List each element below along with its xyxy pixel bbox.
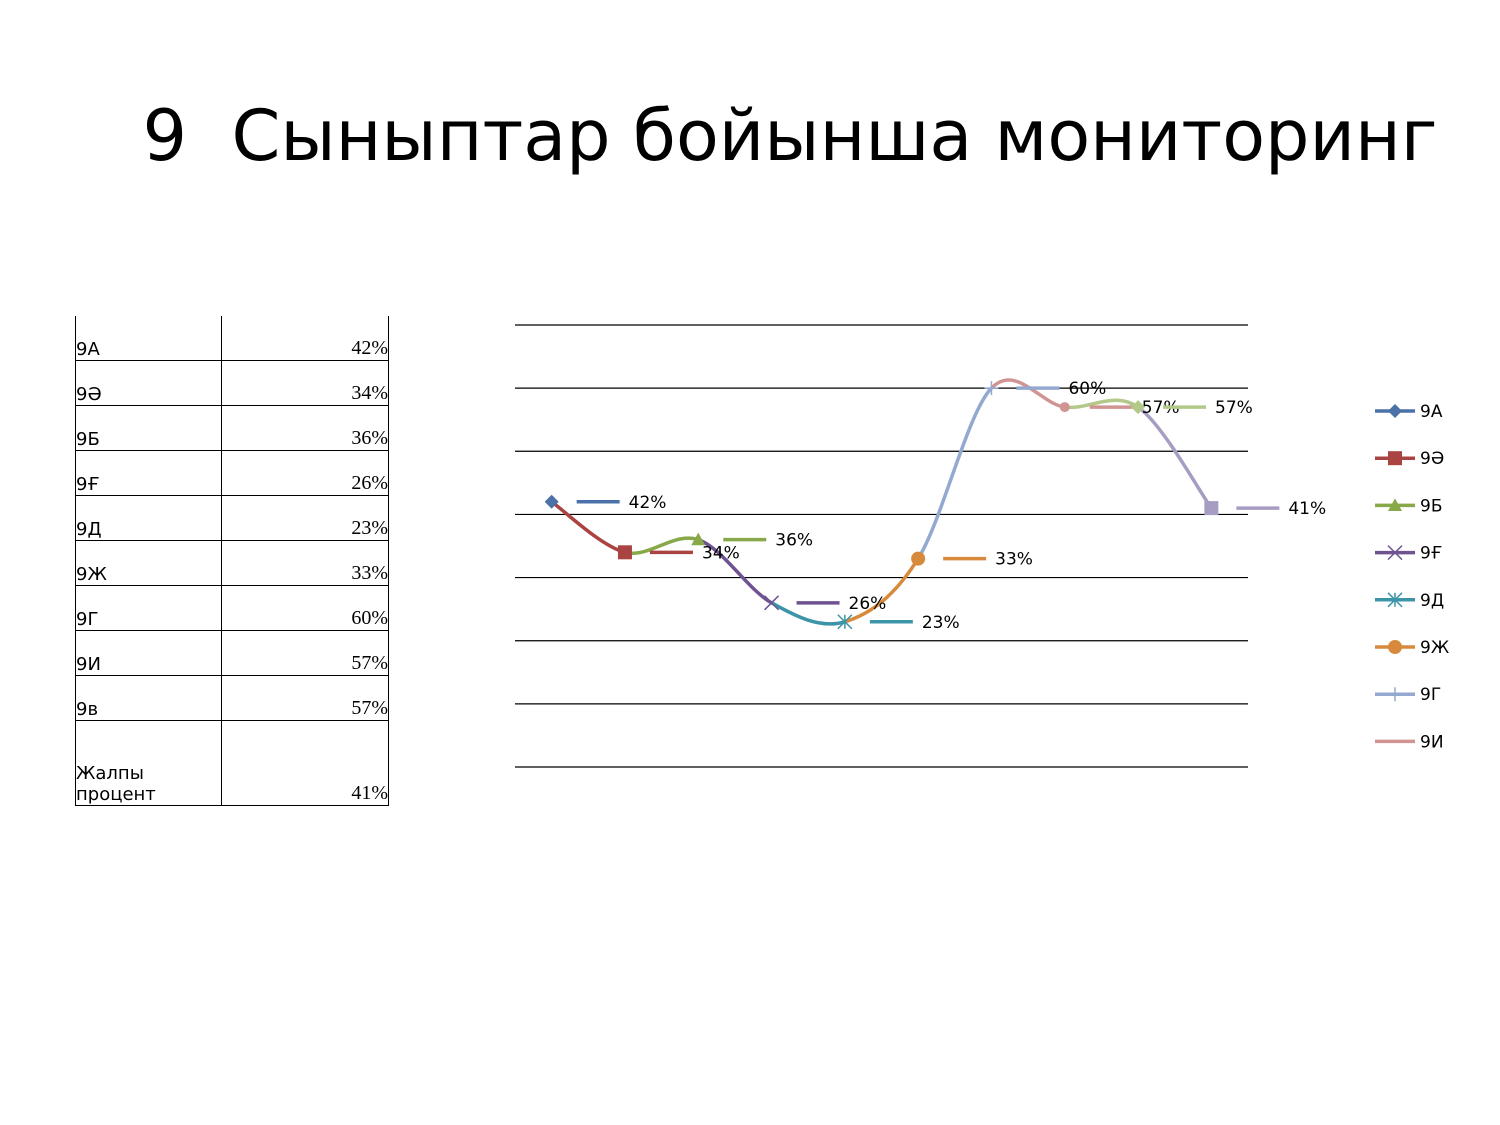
value-cell: 57%	[221, 675, 389, 721]
value-cell: 23%	[221, 495, 389, 541]
marker	[911, 551, 926, 566]
data-label: 26%	[849, 594, 887, 614]
data-label: 42%	[629, 493, 667, 513]
marker	[1387, 592, 1403, 608]
line-segment	[770, 601, 846, 626]
marker	[1204, 501, 1219, 516]
legend-label: 9А	[1420, 402, 1443, 422]
label-cell: 9Б	[75, 405, 222, 451]
legend-label: 9Ж	[1420, 638, 1449, 658]
marker	[617, 545, 632, 560]
marker	[1131, 400, 1146, 415]
marker	[1059, 402, 1070, 413]
line-segment	[990, 378, 1066, 409]
marker	[1387, 545, 1403, 561]
data-label: 36%	[775, 531, 813, 551]
data-label: 60%	[1068, 379, 1106, 399]
marker	[764, 595, 780, 611]
line-segment	[697, 538, 773, 605]
data-label: 57%	[1215, 398, 1253, 418]
marker	[1388, 451, 1402, 466]
value-cell: 60%	[221, 585, 389, 631]
legend-label: 9Ғ	[1420, 544, 1442, 564]
marker	[1388, 404, 1402, 418]
value-cell: 36%	[221, 405, 389, 451]
label-cell: 9Ғ	[75, 450, 222, 496]
data-label: 34%	[702, 543, 740, 563]
table-row: 9Б 36%	[75, 405, 389, 451]
line-segment	[1137, 405, 1213, 510]
legend-label: 9Д	[1420, 591, 1444, 611]
data-label: 41%	[1288, 499, 1326, 519]
table-row: 9Ж 33%	[75, 540, 389, 586]
value-cell: 26%	[221, 450, 389, 496]
data-table: 9А 42% 9Ә 34% 9Б 36% 9Ғ 26% 9Д 23% 9Ж 33% 9Г 60% 9И 57%…	[75, 316, 389, 806]
line-segment	[844, 557, 920, 624]
line-segment	[1064, 398, 1140, 410]
marker	[544, 494, 559, 509]
value-cell: 33%	[221, 540, 389, 586]
label-cell: Жалпы процент	[75, 720, 222, 806]
table-row: 9Ғ 26%	[75, 450, 389, 496]
table-row: 9И 57%	[75, 630, 389, 676]
value-cell: 41%	[221, 720, 389, 806]
legend-label: 9Ә	[1420, 449, 1444, 469]
data-label: 33%	[995, 550, 1033, 570]
table-row: Жалпы процент 41%	[75, 720, 389, 806]
legend-label: 9Б	[1420, 496, 1442, 516]
marker	[984, 381, 999, 396]
line-segment	[624, 536, 699, 556]
line-segment	[550, 500, 626, 555]
table-row: 9в 57%	[75, 675, 389, 721]
line-segment	[916, 386, 993, 560]
marker	[1388, 687, 1402, 702]
data-label: 57%	[1142, 398, 1180, 418]
legend-label: 9И	[1420, 732, 1444, 752]
data-label: 23%	[922, 613, 960, 633]
marker	[1388, 498, 1402, 511]
value-cell: 57%	[221, 630, 389, 676]
marker	[691, 532, 706, 546]
marker	[1388, 640, 1402, 654]
legend-label: 9Г	[1420, 685, 1441, 705]
marker	[837, 614, 853, 630]
slide-title: 9 Сыныптар бойынша мониторинг	[142, 95, 1438, 177]
label-cell: 9Ә	[75, 360, 222, 406]
